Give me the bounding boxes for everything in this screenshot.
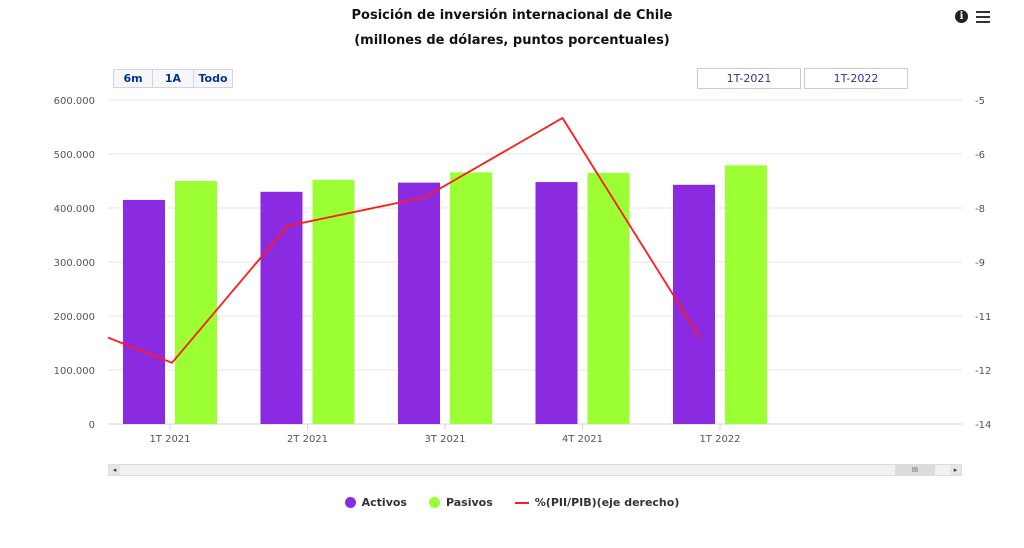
y-left-tick-label: 600.000 [54, 96, 95, 107]
legend-line-pii-pib [514, 501, 529, 504]
scrollbar-thumb[interactable]: III [895, 465, 935, 475]
x-tick-label: 4T 2021 [562, 434, 603, 445]
legend-label-pii-pib: %(PII/PIB)(eje derecho) [534, 496, 680, 509]
y-right-tick-label: -11 [975, 312, 991, 323]
scroll-right-arrow-icon[interactable]: ▸ [950, 465, 961, 475]
legend-label-pasivos: Pasivos [445, 496, 493, 509]
scroll-left-arrow-icon[interactable]: ◂ [109, 465, 120, 475]
y-right-tick-label: -5 [975, 96, 985, 107]
x-tick-label: 1T 2021 [149, 434, 190, 445]
bar-pasivos [312, 179, 355, 424]
legend-dot-pasivos [428, 497, 440, 508]
info-icon[interactable]: i [955, 10, 968, 23]
y-right-tick-label: -9 [975, 258, 985, 269]
legend-item-activos[interactable]: Activos [344, 496, 407, 509]
legend-dot-activos [344, 497, 356, 508]
range-selector: 6m 1A Todo [113, 69, 233, 88]
chart-subtitle: (millones de dólares, puntos porcentuale… [354, 33, 670, 48]
bar-activos [535, 182, 578, 424]
y-left-tick-label: 400.000 [54, 204, 95, 215]
y-right-tick-label: -12 [975, 366, 991, 377]
legend-item-pasivos[interactable]: Pasivos [428, 496, 493, 509]
y-right-tick-label: -6 [975, 150, 985, 161]
y-left-tick-label: 500.000 [54, 150, 95, 161]
x-tick-label: 3T 2021 [424, 434, 465, 445]
date-to-input[interactable]: 1T-2022 [804, 68, 908, 89]
bar-activos [260, 191, 303, 424]
chart-toolbar: i [955, 10, 990, 23]
y-right-tick-label: -8 [975, 204, 985, 215]
range-button-6m[interactable]: 6m [114, 70, 153, 87]
legend-item-pii-pib[interactable]: %(PII/PIB)(eje derecho) [514, 496, 680, 509]
hamburger-menu-icon[interactable] [976, 10, 990, 23]
bar-activos [123, 199, 165, 424]
range-button-1a[interactable]: 1A [153, 70, 194, 87]
bar-activos [398, 182, 440, 424]
navigator-scrollbar[interactable]: ◂ III ▸ [108, 464, 962, 476]
line-pii-pib [107, 116, 701, 364]
y-left-tick-label: 200.000 [54, 312, 95, 323]
y-right-tick-label: -14 [975, 420, 991, 431]
legend-label-activos: Activos [361, 496, 407, 509]
y-left-tick-label: 300.000 [54, 258, 95, 269]
range-button-todo[interactable]: Todo [194, 70, 232, 87]
bar-pasivos [587, 172, 630, 424]
chart-title: Posición de inversión internacional de C… [351, 8, 673, 23]
bar-pasivos [175, 181, 217, 424]
chart-legend: Activos Pasivos %(PII/PIB)(eje derecho) [0, 496, 1024, 509]
y-left-tick-label: 0 [89, 420, 95, 431]
x-tick-label: 1T 2022 [699, 434, 740, 445]
bar-pasivos [450, 172, 492, 424]
x-tick-label: 2T 2021 [287, 434, 328, 445]
date-from-input[interactable]: 1T-2021 [697, 68, 801, 89]
bar-pasivos [725, 165, 767, 424]
y-left-tick-label: 100.000 [54, 366, 95, 377]
